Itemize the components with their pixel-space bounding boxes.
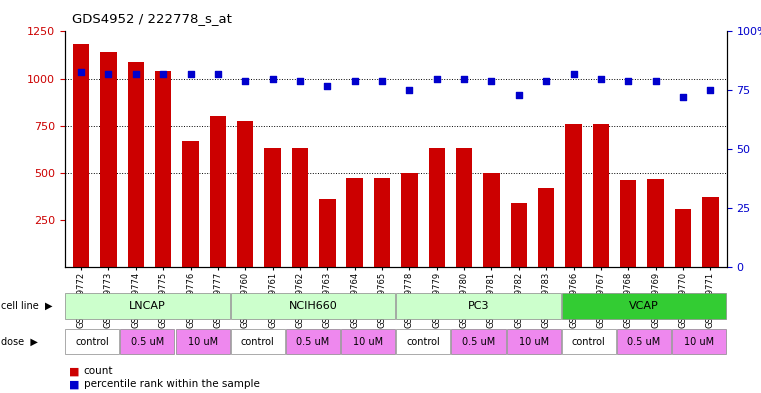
Bar xyxy=(346,178,363,267)
Bar xyxy=(648,178,664,267)
Bar xyxy=(396,294,561,319)
Point xyxy=(568,71,580,77)
Bar xyxy=(210,116,226,267)
Text: 0.5 uM: 0.5 uM xyxy=(627,336,661,347)
Bar xyxy=(620,180,636,267)
Text: control: control xyxy=(406,336,440,347)
Bar xyxy=(176,329,230,354)
Bar xyxy=(451,329,505,354)
Bar xyxy=(562,294,726,319)
Text: 0.5 uM: 0.5 uM xyxy=(462,336,495,347)
Bar xyxy=(231,329,285,354)
Text: 10 uM: 10 uM xyxy=(518,336,549,347)
Bar xyxy=(231,294,395,319)
Bar xyxy=(65,294,230,319)
Bar xyxy=(155,71,171,267)
Bar xyxy=(120,329,174,354)
Point xyxy=(266,75,279,82)
Bar xyxy=(291,149,308,267)
Bar xyxy=(456,149,473,267)
Text: dose  ▶: dose ▶ xyxy=(1,336,37,347)
Point xyxy=(431,75,443,82)
Point xyxy=(75,68,88,75)
Point xyxy=(239,78,251,84)
Text: ■: ■ xyxy=(68,379,79,389)
Text: control: control xyxy=(241,336,275,347)
Bar xyxy=(675,209,691,267)
Text: 10 uM: 10 uM xyxy=(353,336,384,347)
Bar xyxy=(507,329,561,354)
Point xyxy=(595,75,607,82)
Text: 10 uM: 10 uM xyxy=(187,336,218,347)
Text: PC3: PC3 xyxy=(468,301,489,311)
Text: percentile rank within the sample: percentile rank within the sample xyxy=(84,379,260,389)
Bar xyxy=(100,52,116,267)
Bar xyxy=(428,149,445,267)
Bar xyxy=(401,173,418,267)
Text: cell line  ▶: cell line ▶ xyxy=(1,301,53,311)
Bar xyxy=(538,188,555,267)
Point xyxy=(321,83,333,89)
Bar xyxy=(565,124,581,267)
Bar xyxy=(672,329,726,354)
Bar xyxy=(73,44,89,267)
Bar xyxy=(593,124,609,267)
Text: 0.5 uM: 0.5 uM xyxy=(131,336,164,347)
Point xyxy=(458,75,470,82)
Point xyxy=(212,71,224,77)
Bar xyxy=(562,329,616,354)
Bar xyxy=(128,62,144,267)
Point xyxy=(677,94,689,101)
Text: 10 uM: 10 uM xyxy=(684,336,715,347)
Point xyxy=(129,71,142,77)
Point xyxy=(294,78,306,84)
Point xyxy=(103,71,115,77)
Bar xyxy=(341,329,395,354)
Bar xyxy=(286,329,340,354)
Bar xyxy=(702,196,718,267)
Point xyxy=(157,71,169,77)
Text: control: control xyxy=(572,336,606,347)
Point xyxy=(376,78,388,84)
Point xyxy=(513,92,525,98)
Point xyxy=(622,78,635,84)
Text: 0.5 uM: 0.5 uM xyxy=(296,336,330,347)
Point xyxy=(704,87,716,94)
Bar xyxy=(319,199,336,267)
Bar xyxy=(511,203,527,267)
Point xyxy=(540,78,552,84)
Bar xyxy=(617,329,671,354)
Point xyxy=(403,87,416,94)
Bar xyxy=(65,329,119,354)
Text: control: control xyxy=(75,336,109,347)
Bar xyxy=(483,173,500,267)
Text: ■: ■ xyxy=(68,366,79,376)
Text: VCAP: VCAP xyxy=(629,301,659,311)
Bar xyxy=(396,329,451,354)
Bar xyxy=(374,178,390,267)
Bar xyxy=(237,121,253,267)
Bar xyxy=(264,149,281,267)
Text: count: count xyxy=(84,366,113,376)
Text: LNCAP: LNCAP xyxy=(129,301,166,311)
Point xyxy=(486,78,498,84)
Bar xyxy=(183,141,199,267)
Point xyxy=(650,78,662,84)
Text: NCIH660: NCIH660 xyxy=(288,301,337,311)
Text: GDS4952 / 222778_s_at: GDS4952 / 222778_s_at xyxy=(72,12,232,25)
Point xyxy=(349,78,361,84)
Point xyxy=(184,71,196,77)
